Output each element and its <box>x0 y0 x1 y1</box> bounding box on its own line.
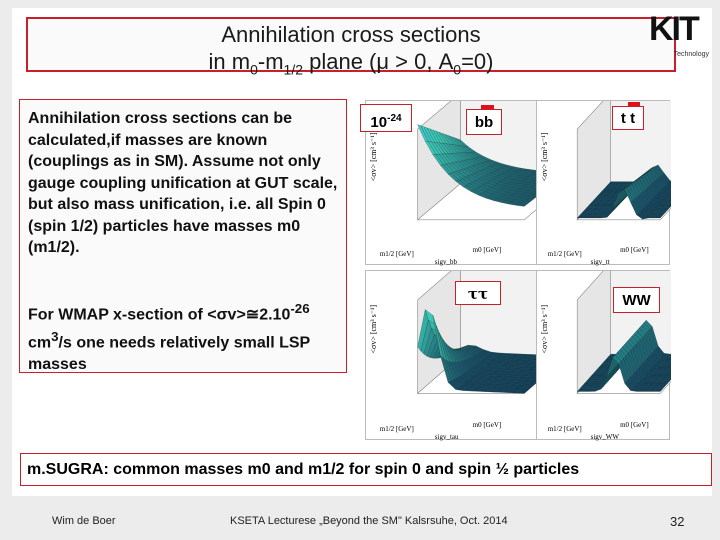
x-axis-label: m1/2 [GeV] <box>548 425 582 433</box>
surface-cell <box>668 359 671 363</box>
kit-logo-subtext: Technology <box>673 51 709 58</box>
surface-cell <box>667 180 671 185</box>
scale-exp: -24 <box>387 113 402 124</box>
surface-cell <box>667 367 671 371</box>
label-tautau: ττ <box>455 281 501 305</box>
x-axis-label: m1/2 [GeV] <box>548 250 582 258</box>
y-axis-label: m0 [GeV] <box>620 246 649 254</box>
label-bb: bb <box>466 109 502 135</box>
surface-cell <box>669 366 671 368</box>
surface-cell <box>669 193 671 195</box>
plot-caption: sigv_tt <box>591 258 610 266</box>
surface-group <box>416 271 538 395</box>
title-line2: in m0-m1/2 plane (μ > 0, A0=0) <box>28 48 674 83</box>
surface-cell <box>516 390 528 394</box>
plot-tautau-surface: <σv> [cm³ s⁻¹] m1/2 [GeV] m0 [GeV] sigv_tau <box>369 271 538 441</box>
title-text-a: in m <box>208 49 251 74</box>
z-axis-label: <σv> [cm³ s⁻¹] <box>369 305 378 354</box>
para2-text-b: cm <box>28 334 52 352</box>
footer-author: Wim de Boer <box>52 515 116 527</box>
surface-cell <box>668 199 671 203</box>
surface-cell <box>668 372 671 376</box>
z-axis-label: <σv> [cm³ s⁻¹] <box>540 305 549 354</box>
para2-exponent: -26 <box>290 301 310 316</box>
slide-title: Annihilation cross sections in m0-m1/2 p… <box>26 17 676 77</box>
para2-text-a: For WMAP x-section of <σv>≅2.10 <box>28 306 291 324</box>
plot-tt-surface: <σv> [cm³ s⁻¹] m1/2 [GeV] m0 [GeV] sigv_tt <box>540 101 671 266</box>
plot-caption: sigv_WW <box>591 433 620 441</box>
label-tt: t t <box>612 106 644 130</box>
title-text-c: plane (μ > 0, A <box>303 49 454 74</box>
surface-group <box>416 101 538 221</box>
x-axis-label: m1/2 [GeV] <box>380 250 414 258</box>
surface-group <box>576 101 671 221</box>
x-axis-label: m1/2 [GeV] <box>380 425 414 433</box>
plot-tt: <σv> [cm³ s⁻¹] m1/2 [GeV] m0 [GeV] sigv_tt <box>536 100 671 266</box>
plot-caption: sigv_bb <box>435 258 458 266</box>
tt-overbar <box>628 102 640 106</box>
surface-cell <box>516 202 528 207</box>
z-axis-label: <σv> [cm³ s⁻¹] <box>540 132 549 181</box>
kit-logo-text: KIT <box>649 10 700 48</box>
y-axis-label: m0 [GeV] <box>473 421 502 429</box>
scale-base: 10 <box>370 114 388 131</box>
label-ww: WW <box>613 287 660 313</box>
surface-cell <box>668 188 671 192</box>
title-sub-a0: 0 <box>453 61 462 78</box>
surface-cell <box>654 215 663 219</box>
kit-logo: KIT Technology <box>645 10 711 60</box>
title-line1: Annihilation cross sections <box>221 22 481 47</box>
z-axis-label: <σv> [cm³ s⁻¹] <box>369 132 378 181</box>
footer-lecture: KSETA Lecturese „Beyond the SM" Kalsrsuh… <box>230 515 508 527</box>
msugra-summary: m.SUGRA: common masses m0 and m1/2 for s… <box>20 453 712 486</box>
y-axis-label: m0 [GeV] <box>620 421 649 429</box>
explanation-paragraph-2: For WMAP x-section of <σv>≅2.10-26 cm3/s… <box>28 298 346 375</box>
title-sub-0: 0 <box>250 61 258 78</box>
explanation-box: Annihilation cross sections can be calcu… <box>19 99 347 373</box>
plot-ww: <σv> [cm³ s⁻¹] m1/2 [GeV] m0 [GeV] sigv_WW <box>536 270 671 441</box>
page-number: 32 <box>670 514 685 529</box>
para2-text-c: /s one needs relatively small LSP masses <box>28 334 310 373</box>
title-sub-half: 1/2 <box>283 61 303 78</box>
scale-exponent-label: 10-24 <box>360 104 412 132</box>
para2-cube: 3 <box>51 328 59 344</box>
surface-cell <box>667 353 671 357</box>
plot-bb-surface: <σv> [cm³ s⁻¹] m1/2 [GeV] m0 [GeV] sigv_bb <box>369 101 538 266</box>
explanation-paragraph-1: Annihilation cross sections can be calcu… <box>28 110 338 256</box>
plot-tautau: <σv> [cm³ s⁻¹] m1/2 [GeV] m0 [GeV] sigv_tau <box>365 270 538 441</box>
y-axis-label: m0 [GeV] <box>473 246 502 254</box>
title-text-d: =0) <box>461 49 494 74</box>
plot-caption: sigv_tau <box>435 433 459 441</box>
title-text-b: -m <box>257 49 284 74</box>
surface-cell <box>667 194 671 198</box>
bb-overbar <box>481 105 494 109</box>
surface-cell <box>654 388 663 392</box>
